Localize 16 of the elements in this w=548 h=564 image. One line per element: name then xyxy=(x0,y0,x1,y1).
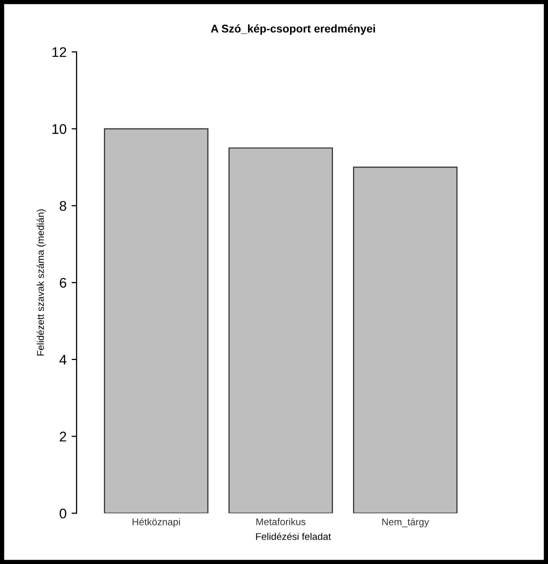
bar xyxy=(104,128,208,514)
y-tick-label: 8 xyxy=(60,201,66,211)
y-tick-label: 2 xyxy=(60,432,66,442)
chart-title: A Szó_kép-csoport eredményei xyxy=(210,24,375,35)
y-tick-label: 12 xyxy=(52,47,66,57)
bar xyxy=(228,147,333,514)
x-tick-label: Nem_tárgy xyxy=(382,518,430,528)
x-tick-label: Hétköznapi xyxy=(132,518,180,528)
y-tick-label: 10 xyxy=(52,124,66,134)
y-tick-label: 6 xyxy=(60,278,66,288)
y-tick-label: 4 xyxy=(59,354,66,364)
y-axis-title: Felidézett szavak száma (medián) xyxy=(36,209,46,356)
y-tick-label: 0 xyxy=(60,508,66,518)
x-axis-title: Felidézési feladat xyxy=(256,532,331,540)
bar xyxy=(353,166,458,514)
x-tick-label: Metaforikus xyxy=(256,518,306,526)
